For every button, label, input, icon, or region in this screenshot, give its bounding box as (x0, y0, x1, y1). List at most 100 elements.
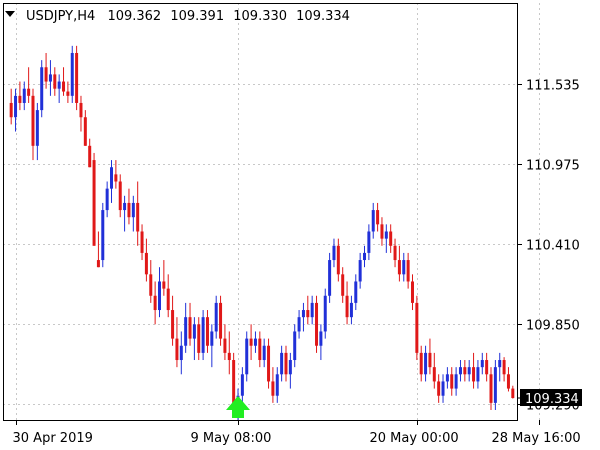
x-tick-label: 28 May 16:00 (492, 431, 581, 446)
candle (511, 385, 515, 399)
candle-body (498, 360, 502, 368)
candle (397, 245, 401, 282)
candle (96, 231, 100, 268)
candle (489, 367, 493, 411)
candle-body (227, 352, 231, 361)
candle-body (441, 381, 445, 396)
candle-body (306, 310, 310, 318)
candle-body (332, 245, 336, 261)
candle (210, 324, 214, 368)
signal-layer (226, 396, 251, 418)
candle-body (79, 102, 83, 118)
candle (354, 274, 358, 311)
candle (415, 295, 419, 361)
candle (53, 67, 57, 96)
candle-body (319, 331, 323, 346)
candle-body (463, 367, 467, 375)
candle-body (118, 181, 122, 211)
candle (88, 138, 92, 168)
candle-body (419, 352, 423, 375)
candle (485, 352, 489, 382)
candle-body (83, 117, 87, 146)
candle (363, 245, 367, 268)
candle-body (53, 74, 57, 89)
candle-body (493, 367, 497, 403)
candle (323, 288, 327, 339)
candle (201, 310, 205, 361)
candle-body (393, 245, 397, 261)
candle-body (153, 295, 157, 311)
candle-body (57, 81, 61, 89)
candle-body (179, 345, 183, 361)
candle-body (14, 95, 18, 118)
candle-body (31, 95, 35, 146)
candle-body (341, 274, 345, 296)
candle-body (240, 374, 244, 396)
candle-body (437, 381, 441, 396)
candle (258, 331, 262, 368)
candle-body (445, 374, 449, 382)
candle-body (201, 317, 205, 353)
candle-body (458, 367, 462, 375)
candle (123, 195, 127, 232)
candle (62, 67, 66, 96)
y-tick-label: 109.850 (526, 319, 580, 334)
candle (319, 324, 323, 361)
candle (367, 224, 371, 261)
candle-body (96, 260, 100, 268)
candle-body (454, 374, 458, 389)
x-tick-label: 20 May 00:00 (370, 431, 459, 446)
candle (376, 202, 380, 232)
candle (118, 174, 122, 218)
candle (441, 374, 445, 403)
candle (153, 281, 157, 325)
candle-body (114, 174, 118, 182)
candle (384, 224, 388, 253)
candle-body (358, 260, 362, 282)
candle-body (271, 381, 275, 396)
candle (280, 345, 284, 382)
candle (223, 324, 227, 361)
candle (214, 295, 218, 339)
candle (332, 238, 336, 268)
candle (424, 345, 428, 382)
candle (428, 338, 432, 375)
candle (101, 202, 105, 268)
candle-body (310, 302, 314, 318)
candle-body (397, 260, 401, 275)
candle (114, 160, 118, 189)
candle-body (27, 88, 31, 96)
candle-body (424, 352, 428, 375)
collapse-triangle-icon[interactable] (5, 11, 15, 17)
candle-body (336, 245, 340, 275)
candle-body (345, 295, 349, 318)
y-tick-label: 110.975 (526, 159, 580, 174)
candle (18, 81, 22, 111)
candle-body (92, 160, 96, 246)
candle-body (249, 338, 253, 346)
candle-body (402, 260, 406, 275)
candle (297, 310, 301, 339)
candle (445, 367, 449, 389)
candle (450, 367, 454, 396)
candle-body (258, 338, 262, 361)
candle-body (48, 74, 52, 82)
current-price-tag-background (520, 389, 582, 407)
candle (349, 295, 353, 325)
candle (188, 302, 192, 346)
candle-layer (9, 45, 515, 420)
candle-body (197, 324, 201, 353)
candle (149, 260, 153, 303)
buy-arrow-icon (226, 396, 251, 418)
candle (31, 88, 35, 161)
candle (498, 352, 502, 382)
candle-body (349, 302, 353, 318)
candle (110, 160, 114, 203)
candle-body (428, 352, 432, 368)
candle-body (140, 231, 144, 253)
close-price: 109.334 (296, 9, 350, 24)
candle (410, 274, 414, 311)
